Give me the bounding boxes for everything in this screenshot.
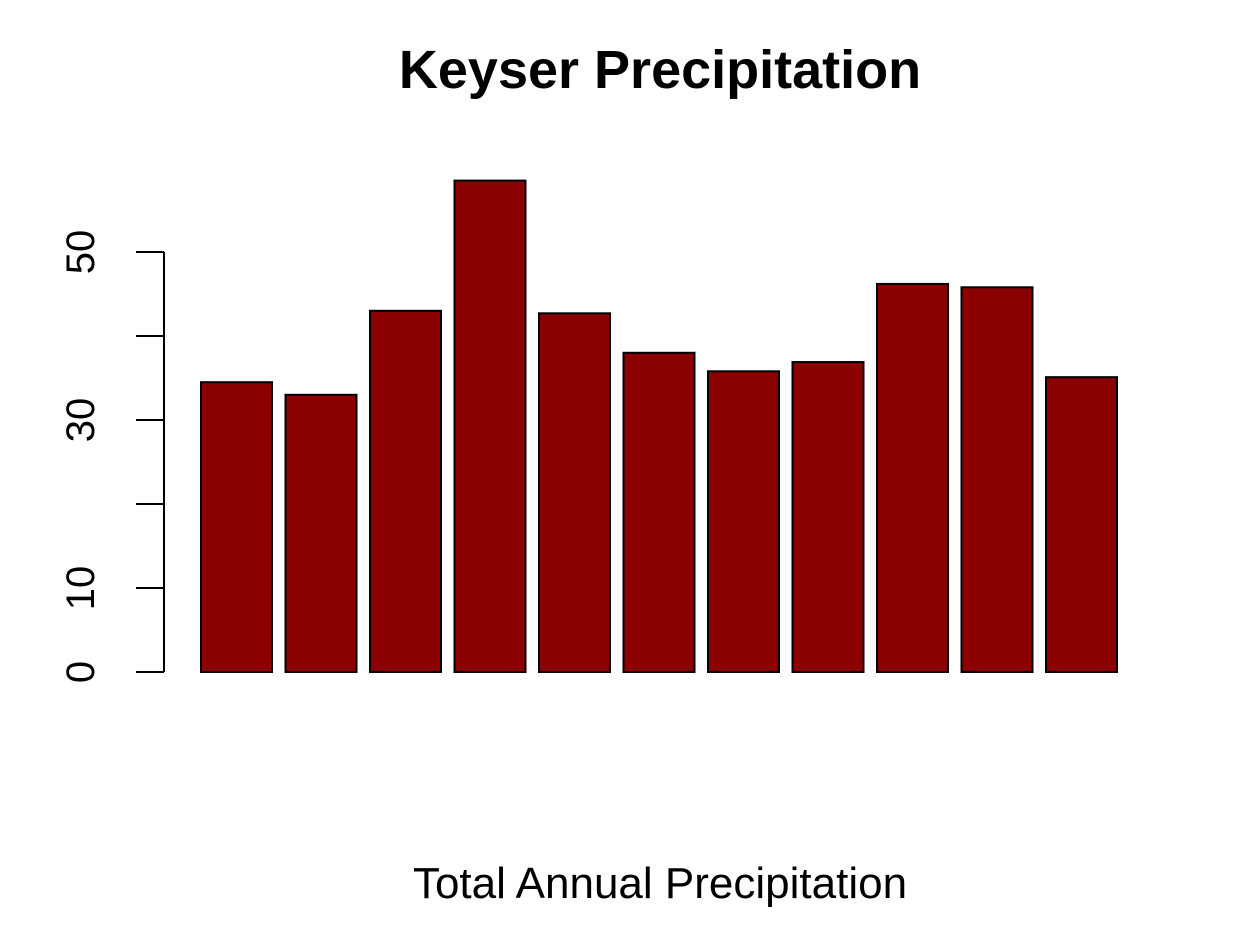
bar bbox=[453, 179, 527, 673]
bar bbox=[200, 381, 273, 673]
bar bbox=[622, 351, 696, 673]
y-tick-label: 50 bbox=[59, 230, 103, 275]
bar bbox=[707, 370, 780, 673]
bar bbox=[960, 286, 1034, 673]
bars-group bbox=[200, 179, 1118, 673]
bar bbox=[791, 361, 865, 673]
bar bbox=[1045, 376, 1118, 673]
y-axis: 0 10 30 50 bbox=[59, 230, 165, 683]
y-tick-label: 10 bbox=[59, 566, 103, 611]
bar bbox=[538, 312, 611, 673]
bar bbox=[369, 309, 442, 673]
bar bbox=[284, 393, 358, 673]
y-tick-label: 0 bbox=[59, 661, 103, 683]
y-tick-label: 30 bbox=[59, 398, 103, 443]
bar bbox=[876, 282, 949, 673]
x-axis-label: Total Annual Precipitation bbox=[413, 859, 907, 908]
chart-title: Keyser Precipitation bbox=[399, 40, 921, 100]
